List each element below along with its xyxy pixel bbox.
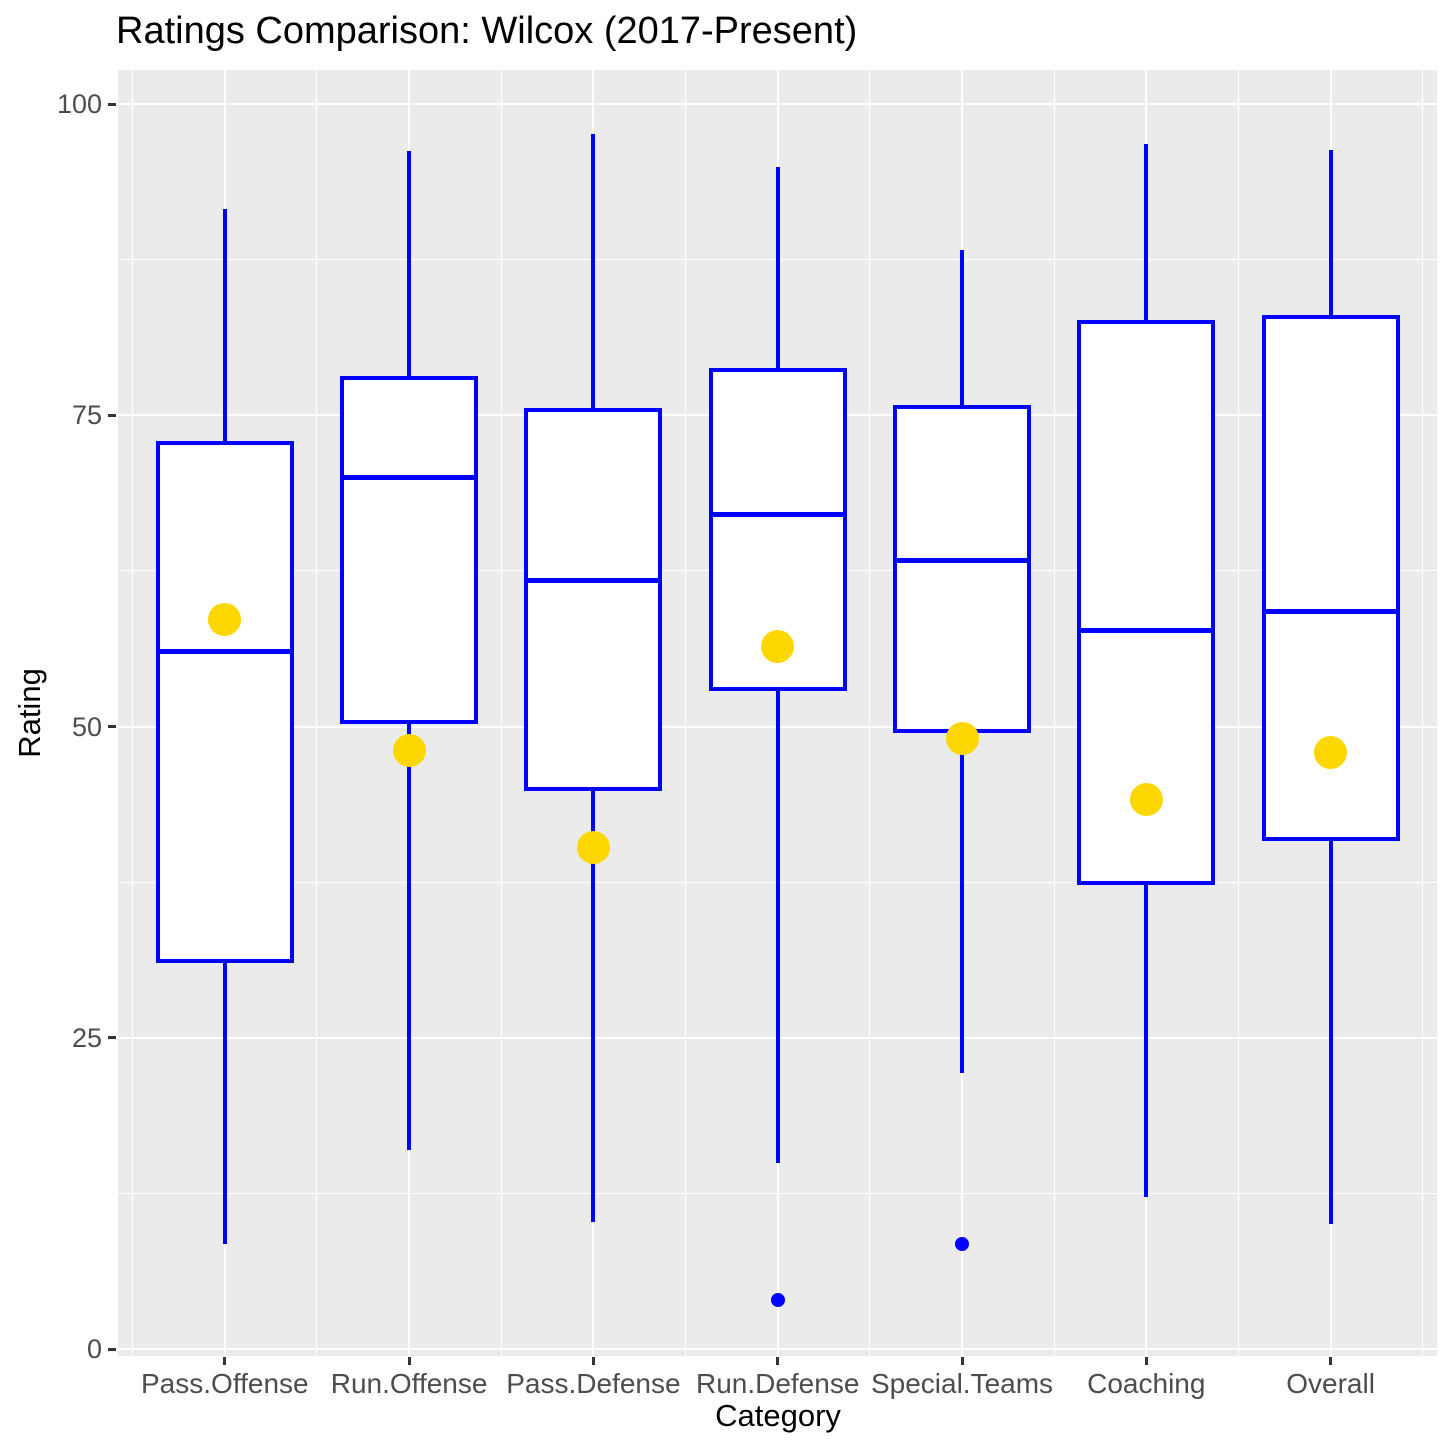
gridline-minor-vertical (1054, 70, 1055, 1356)
x-tick-label: Special.Teams (871, 1368, 1053, 1400)
y-tick-label: 0 (0, 1334, 102, 1365)
plot-panel (118, 70, 1437, 1356)
chart-title: Ratings Comparison: Wilcox (2017-Present… (116, 10, 857, 53)
gridline-minor-vertical (1238, 70, 1239, 1356)
gridline-minor-vertical (501, 70, 502, 1356)
boxplot-box (156, 441, 294, 963)
x-tick-mark (408, 1357, 411, 1365)
mean-point (946, 722, 979, 755)
median-line (709, 512, 847, 517)
boxplot-box (524, 408, 662, 790)
x-tick-mark (776, 1357, 779, 1365)
y-tick-label: 50 (0, 712, 102, 743)
y-tick-label: 75 (0, 400, 102, 431)
gridline-minor-vertical (869, 70, 870, 1356)
gridline-minor-vertical (316, 70, 317, 1356)
y-tick-mark (108, 1348, 116, 1351)
boxplot-box (893, 405, 1031, 734)
x-tick-label: Pass.Defense (506, 1368, 680, 1400)
x-tick-mark (223, 1357, 226, 1365)
outlier-point (771, 1293, 785, 1307)
mean-point (1314, 736, 1347, 769)
y-tick-mark (108, 414, 116, 417)
y-tick-label: 100 (0, 89, 102, 120)
median-line (156, 649, 294, 654)
x-tick-mark (1145, 1357, 1148, 1365)
gridline-minor-vertical (1422, 70, 1423, 1356)
gridline-minor-vertical (685, 70, 686, 1356)
mean-point (577, 831, 610, 864)
x-tick-label: Run.Defense (696, 1368, 859, 1400)
x-tick-mark (592, 1357, 595, 1365)
mean-point (393, 734, 426, 767)
median-line (1262, 609, 1400, 614)
x-tick-mark (961, 1357, 964, 1365)
y-tick-mark (108, 1036, 116, 1039)
median-line (1077, 628, 1215, 633)
median-line (893, 558, 1031, 563)
boxplot-box (340, 376, 478, 724)
x-tick-label: Overall (1286, 1368, 1375, 1400)
gridline-minor-vertical (132, 70, 133, 1356)
figure: Ratings Comparison: Wilcox (2017-Present… (0, 0, 1456, 1456)
y-tick-label: 25 (0, 1023, 102, 1054)
x-tick-label: Coaching (1087, 1368, 1205, 1400)
x-tick-label: Run.Offense (331, 1368, 488, 1400)
x-axis-title: Category (715, 1398, 841, 1434)
median-line (524, 578, 662, 583)
outlier-point (955, 1237, 969, 1251)
mean-point (208, 603, 241, 636)
x-tick-label: Pass.Offense (141, 1368, 309, 1400)
median-line (340, 475, 478, 480)
y-tick-mark (108, 103, 116, 106)
x-tick-mark (1329, 1357, 1332, 1365)
y-tick-mark (108, 725, 116, 728)
